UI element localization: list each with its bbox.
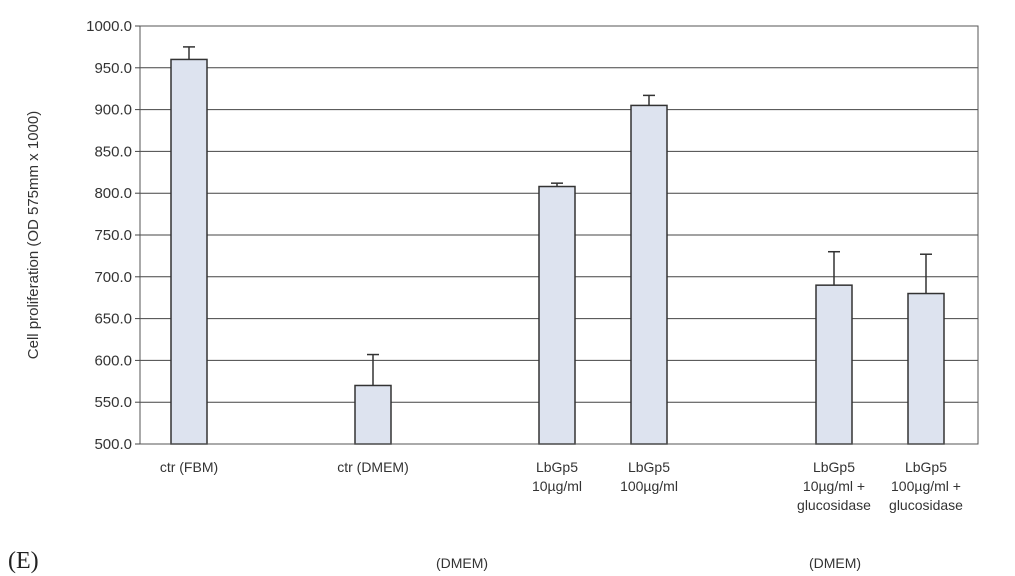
category-label: LbGp5 100µg/ml (620, 459, 678, 494)
bar (538, 185, 576, 445)
group-label-dmem-controls: (DMEM) (436, 555, 488, 571)
y-tick-label: 850.0 (94, 143, 132, 160)
category-label: ctr (DMEM) (337, 459, 409, 475)
bar (170, 58, 208, 445)
y-tick-label: 750.0 (94, 227, 132, 244)
group-label-dmem-treatments: (DMEM) (809, 555, 861, 571)
y-tick-label: 500.0 (94, 436, 132, 453)
category-label: LbGp5 10µg/ml (532, 459, 582, 494)
y-tick-label: 1000.0 (86, 18, 132, 35)
category-label: LbGp5 100µg/ml + glucosidase (889, 459, 963, 513)
y-tick-label: 600.0 (94, 352, 132, 369)
y-axis-label: Cell proliferation (OD 575mm x 1000) (25, 111, 42, 359)
y-tick-label: 950.0 (94, 60, 132, 77)
y-tick-label: 700.0 (94, 269, 132, 286)
y-tick-label: 550.0 (94, 394, 132, 411)
y-tick-label: 650.0 (94, 311, 132, 328)
bar (907, 292, 945, 445)
bars (170, 46, 945, 445)
y-tick-label: 800.0 (94, 185, 132, 202)
category-label: LbGp5 10µg/ml + glucosidase (797, 459, 871, 513)
labels: 500.0 550.0 600.0 650.0 700.0 750.0 800.0 850.0… (86, 18, 963, 513)
bar (354, 384, 392, 445)
axes (135, 25, 979, 445)
panel-label: (E) (8, 548, 39, 574)
y-tick-label: 900.0 (94, 102, 132, 119)
category-label: ctr (FBM) (160, 459, 218, 475)
bar (815, 284, 853, 445)
bar (630, 104, 668, 445)
